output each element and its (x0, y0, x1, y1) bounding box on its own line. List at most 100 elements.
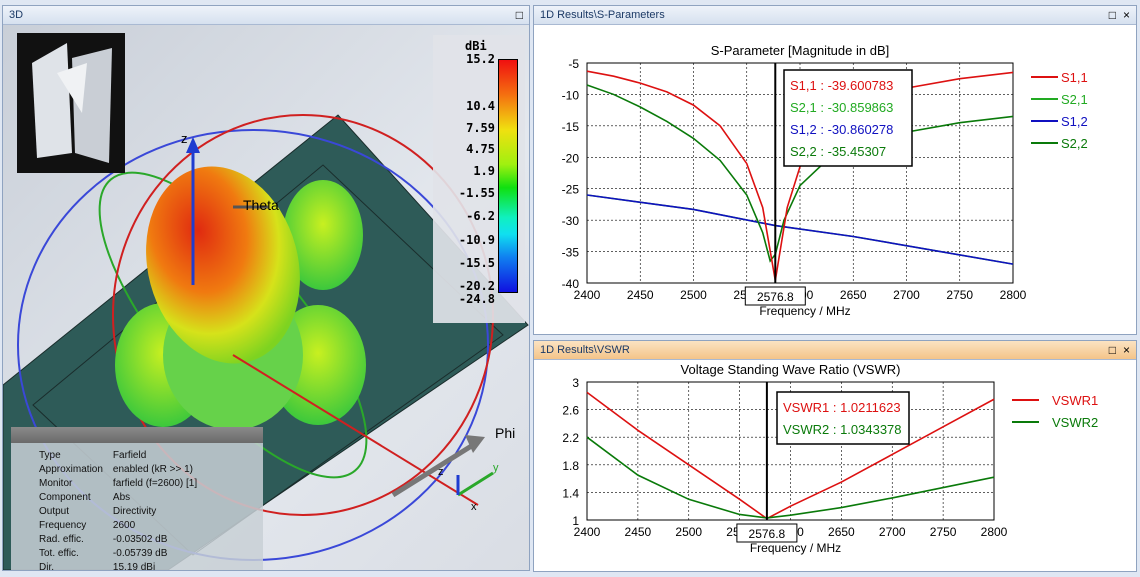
chart-title: Voltage Standing Wave Ratio (VSWR) (681, 362, 901, 377)
x-axis-label: Frequency / MHz (759, 304, 850, 318)
y-tick-label: -10 (562, 88, 580, 102)
colorbar-tick: -1.55 (458, 186, 495, 200)
phi-label: Phi (495, 425, 515, 441)
y-tick-label: -35 (562, 246, 580, 260)
info-row: Tot. effic. -0.05739 dB (39, 547, 207, 561)
y-tick-label: -5 (568, 57, 579, 71)
info-key: Component (39, 492, 91, 503)
close-button[interactable]: × (1122, 8, 1130, 22)
3d-view-panel: 3D □ z Theta Phi y z x dBi 15.2 10.4 7.59 4… (2, 5, 530, 571)
y-tick-label: -30 (562, 214, 580, 228)
info-value: farfield (f=2600) [1] (112, 478, 198, 489)
close-button[interactable]: × (1122, 343, 1130, 357)
marker-readout: S2,2 : -35.45307 (790, 144, 886, 159)
farfield-info-box: Type Farfield Approximation enabled (kR >> … (11, 427, 263, 570)
legend-entry[interactable]: S2,1 (1061, 92, 1088, 107)
maximize-button[interactable]: □ (1108, 8, 1116, 22)
x-tick-label: 2450 (627, 288, 654, 302)
z-label: z (181, 131, 188, 146)
3d-panel-titlebar: 3D □ (3, 6, 529, 25)
z-arrow-icon (186, 137, 200, 153)
legend-entry[interactable]: S2,2 (1061, 136, 1088, 151)
y-tick-label: 2.6 (562, 404, 579, 418)
panel-title: 3D (9, 9, 24, 21)
main-lobe (146, 166, 300, 364)
x-tick-label: 2400 (574, 525, 601, 539)
theta-label: Theta (243, 197, 279, 213)
colorbar-unit: dBi (465, 39, 487, 53)
info-key: Output (39, 506, 70, 517)
y-tick-label: -15 (562, 120, 580, 134)
y-tick-label: 1.4 (562, 486, 579, 500)
x-tick-label: 2800 (1000, 288, 1027, 302)
info-value: 2600 (112, 520, 136, 531)
info-row: Component Abs (39, 491, 207, 505)
x-tick-label: 2650 (840, 288, 867, 302)
info-key: Dir. (39, 562, 54, 570)
colorbar-tick: 7.59 (466, 121, 495, 135)
colorbar-tick: 4.75 (466, 142, 495, 156)
colorbar-tick: -6.2 (466, 209, 495, 223)
info-row: Frequency 2600 (39, 519, 207, 533)
y-tick-label: -20 (562, 151, 580, 165)
panel-title: 1D Results\S-Parameters (540, 9, 665, 21)
x-tick-label: 2750 (930, 525, 957, 539)
colorbar-tick: -24.8 (458, 292, 495, 306)
legend-entry[interactable]: VSWR2 (1052, 415, 1098, 430)
x-tick-label: 2800 (981, 525, 1008, 539)
info-key: Frequency (39, 520, 87, 531)
x-tick-label: 2700 (893, 288, 920, 302)
marker-readout: S1,2 : -30.860278 (790, 122, 893, 137)
series-line-vswr1 (586, 391, 995, 520)
maximize-button[interactable]: □ (1108, 343, 1116, 357)
maximize-button[interactable]: □ (515, 8, 523, 22)
colorbar-legend: dBi 15.2 10.4 7.59 4.75 1.9 -1.55 -6.2 -10.9 -15… (433, 35, 525, 323)
vswr-titlebar: 1D Results\VSWR □ × (534, 341, 1136, 360)
s-parameters-panel: 1D Results\S-Parameters □ × S-Parameter … (533, 5, 1137, 335)
info-key: Monitor (39, 478, 73, 489)
marker-label: 2576.8 (757, 290, 794, 304)
info-value: Directivity (112, 506, 157, 517)
x-tick-label: 2450 (625, 525, 652, 539)
info-row: Approximation enabled (kR >> 1) (39, 463, 207, 477)
info-row: Monitor farfield (f=2600) [1] (39, 477, 207, 491)
info-value: -0.05739 dB (112, 548, 168, 559)
marker-label: 2576.8 (749, 527, 786, 541)
y-tick-label: 2.2 (562, 431, 579, 445)
marker-label-box (736, 523, 798, 543)
panel-title: 1D Results\VSWR (540, 344, 630, 356)
colorbar-tick: -20.2 (458, 279, 495, 293)
y-tick-label: -25 (562, 183, 580, 197)
info-value: 15.19 dBi (112, 562, 156, 570)
info-key: Type (39, 450, 61, 461)
legend-entry[interactable]: S1,1 (1061, 70, 1088, 85)
colorbar-tick: 15.2 (466, 52, 495, 66)
structure-thumbnail (17, 33, 125, 173)
marker-readout: VSWR1 : 1.0211623 (783, 400, 901, 415)
x-axis-label: Frequency / MHz (750, 541, 841, 555)
info-value: Farfield (112, 450, 147, 461)
legend-entry[interactable]: S1,2 (1061, 114, 1088, 129)
3d-viewport[interactable]: z Theta Phi y z x dBi 15.2 10.4 7.59 4.75 1.… (3, 25, 529, 570)
info-row: Type Farfield (39, 449, 207, 463)
colorbar-gradient (498, 59, 518, 293)
x-tick-label: 2400 (574, 288, 601, 302)
vswr-chart: Voltage Standing Wave Ratio (VSWR) 2400 24… (562, 362, 1098, 555)
info-row: Output Directivity (39, 505, 207, 519)
series-line-vswr2 (586, 436, 995, 519)
marker-readout: S2,1 : -30.859863 (790, 100, 893, 115)
mini-z-label: z (438, 466, 444, 478)
lobe-back (283, 180, 363, 290)
s-parameter-chart: S-Parameter [Magnitude in dB] 2400 2450 250… (562, 43, 1088, 318)
s-parameters-titlebar: 1D Results\S-Parameters □ × (534, 6, 1136, 25)
x-label: x (471, 501, 477, 513)
colorbar-tick: 10.4 (466, 99, 495, 113)
x-tick-label: 2700 (879, 525, 906, 539)
vswr-panel: 1D Results\VSWR □ × Voltage Standing Wav… (533, 340, 1137, 572)
x-axis-line (232, 354, 479, 506)
info-key: Tot. effic. (39, 548, 79, 559)
colorbar-tick: 1.9 (473, 164, 495, 178)
legend-entry[interactable]: VSWR1 (1052, 393, 1098, 408)
marker-readout-box (783, 69, 913, 167)
colorbar-tick: -15.5 (458, 256, 495, 270)
